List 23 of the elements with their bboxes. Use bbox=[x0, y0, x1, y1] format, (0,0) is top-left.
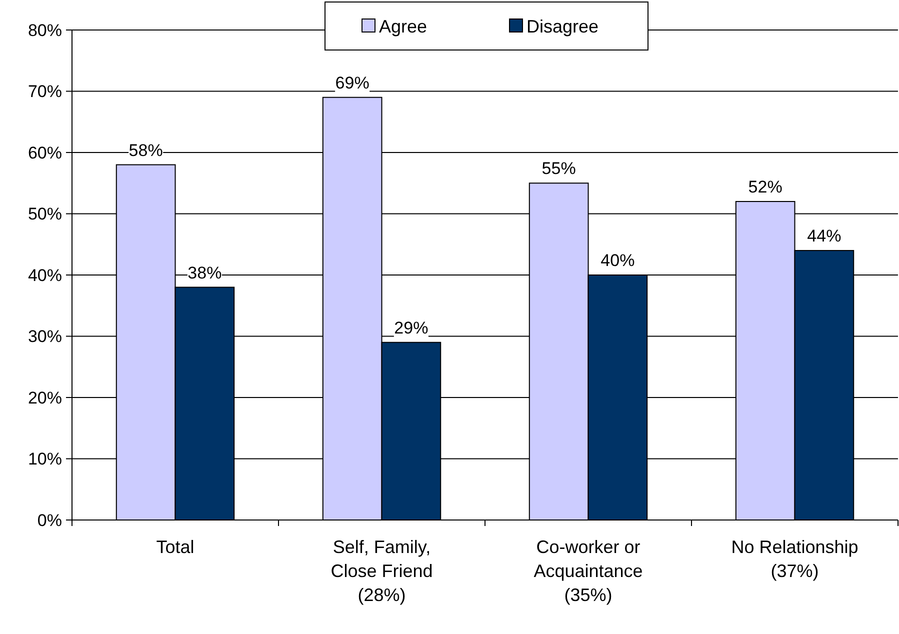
data-label: 69% bbox=[335, 73, 370, 92]
legend-label: Disagree bbox=[526, 16, 599, 36]
data-label: 38% bbox=[188, 263, 222, 282]
data-label: 58% bbox=[128, 140, 163, 160]
y-tick-label: 20% bbox=[28, 388, 62, 408]
x-tick-label: Self, Family, Close Friend (28%) bbox=[330, 537, 433, 605]
data-label: 52% bbox=[748, 178, 782, 196]
y-tick-label: 80% bbox=[28, 20, 62, 40]
y-tick-label: 40% bbox=[28, 266, 62, 285]
data-label: 44% bbox=[807, 226, 842, 246]
data-label: 29% bbox=[394, 318, 428, 338]
data-label: 40% bbox=[600, 251, 635, 270]
x-tick-label: Co-worker or Acquaintance (35%) bbox=[534, 537, 643, 605]
data-label: 55% bbox=[542, 159, 576, 178]
x-tick-label: Total bbox=[156, 537, 194, 557]
legend-label: Agree bbox=[379, 16, 428, 36]
y-tick-label: 30% bbox=[28, 327, 62, 346]
y-tick-label: 70% bbox=[28, 82, 62, 102]
y-tick-label: 60% bbox=[28, 143, 62, 162]
x-tick-label: No Relationship (37%) bbox=[731, 537, 858, 581]
y-tick-label: 0% bbox=[37, 510, 62, 530]
y-tick-label: 10% bbox=[28, 450, 62, 469]
y-tick-label: 50% bbox=[28, 204, 62, 224]
